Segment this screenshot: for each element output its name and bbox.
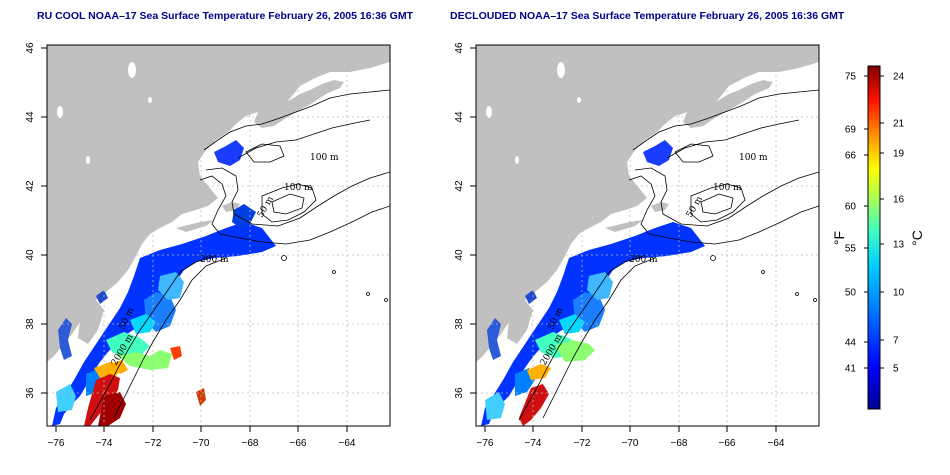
fahrenheit-tick-label: 60 xyxy=(845,202,857,213)
y-tick-label: 38 xyxy=(454,318,465,330)
fahrenheit-tick-label: 41 xyxy=(845,364,857,375)
contour-label: 100 m xyxy=(739,153,768,163)
axis-ticks: −76 −74 −72 −70 −68 −66 −64 46 44 42 40 38 36 xyxy=(25,42,356,449)
x-tick-label: −68 xyxy=(671,438,688,449)
fahrenheit-scale: 75 69 66 60 55 50 44 41 xyxy=(845,72,868,375)
land-nova-scotia xyxy=(683,80,773,128)
y-tick-label: 46 xyxy=(454,42,465,54)
sst-field xyxy=(481,140,705,426)
delaware-bay xyxy=(525,290,537,304)
land-delmarva xyxy=(78,300,104,344)
y-tick-label: 44 xyxy=(454,111,465,123)
delaware-bay xyxy=(96,290,108,304)
inland-lakes xyxy=(57,62,152,164)
contour-label: 200 m xyxy=(200,255,229,265)
inland-lakes xyxy=(486,62,581,164)
left-map-title: RU COOL NOAA–17 Sea Surface Temperature … xyxy=(36,10,413,22)
y-tick-label: 42 xyxy=(25,180,36,192)
land-delmarva xyxy=(507,300,533,344)
right-map-title: DECLOUDED NOAA–17 Sea Surface Temperatur… xyxy=(450,10,845,22)
celsius-tick-label: 7 xyxy=(893,336,899,347)
colorbar-gradient xyxy=(867,65,881,410)
map-frame xyxy=(475,44,820,427)
celsius-unit-label: °C xyxy=(909,230,925,246)
celsius-tick-label: 10 xyxy=(893,288,905,299)
grid-lines xyxy=(47,45,390,426)
celsius-tick-label: 24 xyxy=(893,72,905,83)
x-tick-label: −74 xyxy=(525,438,542,449)
chesapeake-bay xyxy=(487,318,501,360)
x-tick-label: −72 xyxy=(145,438,162,449)
contour-label: 200 m xyxy=(629,255,658,265)
land-cape-cod xyxy=(651,202,669,212)
axis-ticks: −76 −74 −72 −70 −68 −66 −64 46 44 42 40 38 36 xyxy=(454,42,785,449)
y-tick-label: 44 xyxy=(25,111,36,123)
celsius-tick-label: 5 xyxy=(893,364,899,375)
x-tick-label: −74 xyxy=(96,438,113,449)
land-mass xyxy=(476,45,819,362)
y-tick-label: 46 xyxy=(25,42,36,54)
y-tick-label: 38 xyxy=(25,318,36,330)
celsius-tick-label: 16 xyxy=(893,195,905,206)
chesapeake-bay xyxy=(58,318,72,360)
x-tick-label: −64 xyxy=(768,438,785,449)
x-tick-label: −70 xyxy=(193,438,210,449)
fahrenheit-tick-label: 75 xyxy=(845,72,857,83)
fahrenheit-tick-label: 44 xyxy=(845,338,857,349)
y-tick-label: 36 xyxy=(25,387,36,399)
contour-label: 100 m xyxy=(284,183,313,193)
fahrenheit-tick-label: 66 xyxy=(845,151,857,162)
land-mass xyxy=(47,45,390,362)
left-map-panel: 100 m 100 m 50 m 200 m 50 m 2000 m −76 −7… xyxy=(25,42,391,449)
right-map-panel: 100 m 100 m 50 m 200 m 50 m 2000 m −76 −7… xyxy=(454,42,820,449)
bathymetry-contours xyxy=(518,89,819,421)
x-tick-label: −72 xyxy=(574,438,591,449)
celsius-tick-label: 21 xyxy=(893,119,905,130)
land-long-island xyxy=(176,220,214,232)
x-tick-label: −64 xyxy=(339,438,356,449)
x-tick-label: −68 xyxy=(242,438,259,449)
land-nova-scotia xyxy=(254,80,344,128)
x-tick-label: −76 xyxy=(477,438,494,449)
fahrenheit-tick-label: 50 xyxy=(845,288,857,299)
contour-label: 100 m xyxy=(310,153,339,163)
y-tick-label: 36 xyxy=(454,387,465,399)
celsius-tick-label: 13 xyxy=(893,240,905,251)
celsius-tick-label: 19 xyxy=(893,149,905,160)
sst-field xyxy=(52,140,276,426)
fahrenheit-tick-label: 69 xyxy=(845,125,857,136)
x-tick-label: −66 xyxy=(719,438,736,449)
x-tick-label: −76 xyxy=(48,438,65,449)
fahrenheit-unit-label: °F xyxy=(831,231,847,245)
islands xyxy=(281,255,388,302)
y-tick-label: 42 xyxy=(454,180,465,192)
y-tick-label: 40 xyxy=(454,249,465,261)
map-frame xyxy=(46,44,391,427)
contour-label: 100 m xyxy=(713,183,742,193)
fahrenheit-tick-label: 55 xyxy=(845,244,857,255)
y-tick-label: 40 xyxy=(25,249,36,261)
islands xyxy=(710,255,817,302)
x-tick-label: −70 xyxy=(622,438,639,449)
grid-lines xyxy=(476,45,819,426)
land-long-island xyxy=(605,220,643,232)
bathymetry-contours xyxy=(89,89,390,421)
x-tick-label: −66 xyxy=(290,438,307,449)
celsius-scale: 24 21 19 16 13 10 7 5 xyxy=(880,72,905,375)
